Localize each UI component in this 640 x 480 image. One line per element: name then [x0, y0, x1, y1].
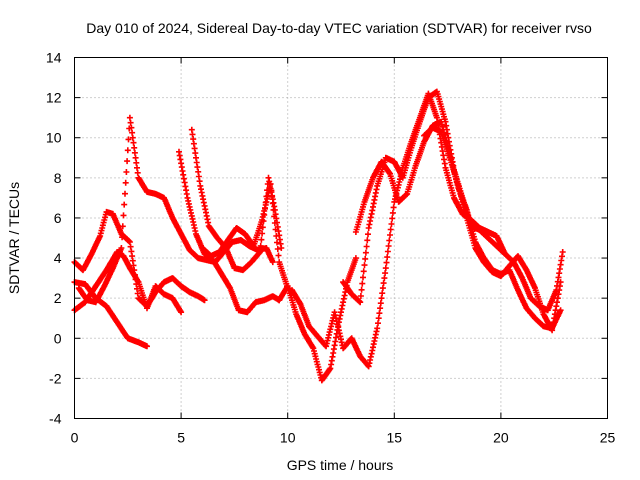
- x-tick-label: 10: [280, 430, 296, 446]
- y-tick-label: 12: [46, 90, 62, 106]
- x-tick-label: 25: [600, 430, 616, 446]
- x-axis-label: GPS time / hours: [287, 457, 394, 473]
- grid-lines: [74, 57, 608, 419]
- plot-frame: [74, 57, 608, 419]
- y-tick-label: 4: [54, 250, 62, 266]
- series-arc-8: [276, 255, 359, 384]
- series-markers: [199, 180, 298, 298]
- series-markers: [421, 124, 564, 334]
- data-points: [71, 88, 566, 384]
- x-tick-label: 20: [493, 430, 509, 446]
- series-markers: [176, 148, 283, 316]
- y-tick-label: 14: [46, 50, 62, 66]
- y-tick-label: -2: [49, 370, 62, 386]
- y-tick-label: 10: [46, 130, 62, 146]
- series-arc-7: [199, 180, 298, 298]
- x-tick-label: 15: [387, 430, 403, 446]
- series-arc-5: [176, 148, 283, 316]
- chart-title: Day 010 of 2024, Sidereal Day-to-day VTE…: [86, 20, 592, 36]
- axes: 0 5 10 15 20 25 -4 -2 0 2 4 6 8 10 12 14: [46, 50, 616, 446]
- y-tick-label: 6: [54, 210, 62, 226]
- y-axis-label: SDTVAR / TECUs: [6, 182, 22, 294]
- x-tick-label: 5: [177, 430, 185, 446]
- x-tick-label: 0: [71, 430, 79, 446]
- y-tick-label: 2: [54, 290, 62, 306]
- y-tick-label: -4: [49, 411, 62, 427]
- series-markers: [276, 255, 359, 384]
- series-arc-12: [421, 124, 564, 334]
- y-tick-label: 0: [54, 330, 62, 346]
- y-tick-label: 8: [54, 170, 62, 186]
